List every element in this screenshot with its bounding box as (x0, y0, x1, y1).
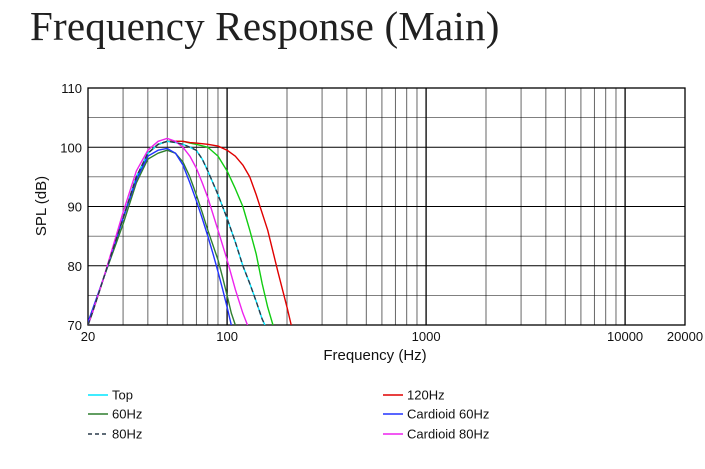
x-tick-label: 20000 (667, 329, 703, 344)
y-tick-label: 70 (68, 318, 82, 333)
chart-series (88, 137, 292, 325)
x-tick-label: 100 (216, 329, 238, 344)
chart-legend: Top 60Hz 80Hz 120Hz Cardioid 60Hz Cardioid 80… (88, 388, 489, 442)
y-tick-label: 100 (60, 140, 82, 155)
series-line-hz60 (88, 149, 236, 325)
x-axis-label: Frequency (Hz) (323, 347, 426, 364)
page-title: Frequency Response (Main) (30, 3, 500, 49)
series-line-cardioid80 (88, 137, 249, 325)
legend-item-hz80: 80Hz (88, 427, 142, 442)
chart-grid (87, 87, 686, 326)
legend-label: Cardioid 80Hz (407, 427, 489, 442)
legend-item-hz60: 60Hz (88, 407, 142, 422)
y-axis-label: SPL (dB) (33, 176, 50, 236)
legend-item-hz120: 120Hz (383, 388, 445, 403)
legend-label: 80Hz (112, 427, 142, 442)
legend-item-cardioid60: Cardioid 60Hz (383, 407, 489, 422)
legend-item-cardioid80: Cardioid 80Hz (383, 427, 489, 442)
y-tick-label: 110 (61, 81, 82, 96)
legend-label: Top (112, 388, 133, 403)
series-line-hz80 (88, 140, 266, 325)
x-tick-label: 10000 (607, 329, 643, 344)
x-tick-label: 20 (81, 329, 95, 344)
legend-label: 60Hz (112, 407, 142, 422)
x-tick-label: 1000 (412, 329, 441, 344)
legend-label: 120Hz (407, 388, 445, 403)
y-tick-label: 80 (68, 259, 82, 274)
y-tick-label: 90 (68, 200, 82, 215)
plot-frame (87, 87, 686, 326)
legend-label: Cardioid 60Hz (407, 407, 489, 422)
legend-item-top: Top (88, 388, 133, 403)
chart-ticks: 20 100 1000 10000 20000 70 80 90 100 110 (60, 81, 703, 344)
